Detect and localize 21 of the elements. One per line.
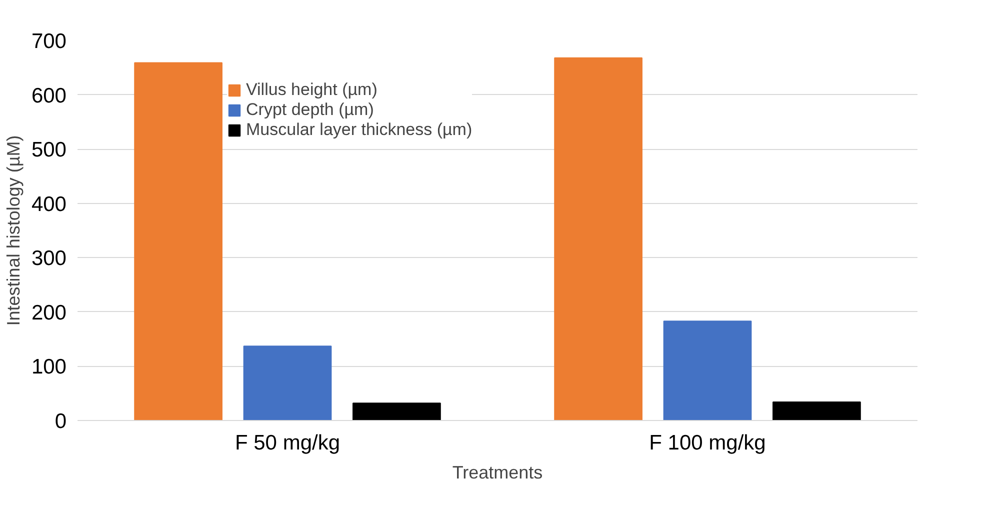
y-tick-label: 700: [31, 30, 67, 53]
x-axis-title: Treatments: [452, 462, 543, 482]
y-tick-label: 300: [31, 247, 67, 270]
y-tick-label: 0: [54, 410, 67, 433]
bar: [352, 402, 441, 420]
y-tick-label: 200: [31, 301, 67, 324]
legend-label: Villus height (µm): [246, 80, 378, 100]
y-tick-label: 600: [31, 84, 67, 108]
bar: [772, 402, 861, 420]
legend-label: Crypt depth (µm): [246, 100, 374, 120]
x-tick-label: F 100 mg/kg: [649, 432, 766, 454]
legend-label: Muscular layer thickness (µm): [246, 120, 472, 140]
y-axis-title: Intestinal histology (µM): [3, 135, 24, 326]
y-tick-label: 400: [31, 192, 67, 216]
y-tick-label: 100: [31, 356, 67, 379]
y-tick-label: 500: [31, 138, 67, 162]
bar: [134, 62, 222, 420]
x-tick-label: F 50 mg/kg: [234, 432, 340, 454]
bar: [554, 57, 642, 420]
bar: [663, 320, 752, 420]
bar: [243, 346, 332, 420]
